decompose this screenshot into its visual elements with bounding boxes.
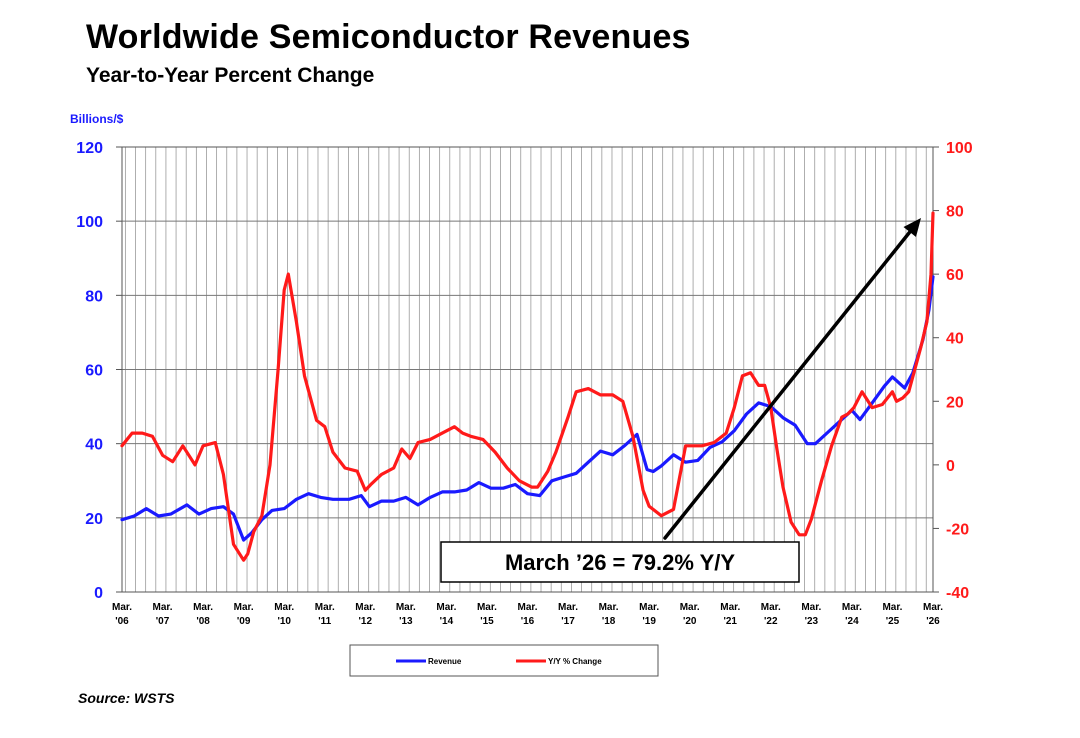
x-tick-month: Mar. [517, 602, 537, 613]
left-tick-label: 0 [94, 585, 103, 602]
right-tick-label: 80 [946, 204, 964, 221]
x-tick-year: '19 [642, 616, 656, 627]
x-tick-year: '26 [926, 616, 940, 627]
left-tick-label: 40 [85, 437, 103, 454]
x-tick-month: Mar. [639, 602, 659, 613]
arrow-shaft [663, 226, 915, 540]
x-tick-month: Mar. [234, 602, 254, 613]
x-tick-month: Mar. [274, 602, 294, 613]
chart-title: Worldwide Semiconductor Revenues [86, 18, 691, 56]
x-tick-year: '16 [521, 616, 535, 627]
right-tick-label: 0 [946, 458, 955, 475]
chart-subtitle: Year-to-Year Percent Change [86, 64, 375, 87]
right-tick-label: 60 [946, 267, 964, 284]
left-tick-label: 60 [85, 363, 103, 380]
x-tick-year: '25 [886, 616, 900, 627]
right-axis-ticks: 100 80 60 40 20 0 -20 -40 [933, 140, 973, 602]
x-tick-month: Mar. [599, 602, 619, 613]
x-tick-year: '23 [805, 616, 819, 627]
x-tick-month: Mar. [396, 602, 416, 613]
x-tick-month: Mar. [761, 602, 781, 613]
x-tick-year: '09 [237, 616, 251, 627]
x-tick-year: '14 [440, 616, 454, 627]
left-tick-label: 80 [85, 288, 103, 305]
x-tick-year: '20 [683, 616, 697, 627]
series-lines [120, 211, 935, 562]
callout-box: March ’26 = 79.2% Y/Y [440, 541, 800, 583]
x-axis-ticks: Mar. '06 Mar. '07 Mar. '08 Mar. '09 Mar. '10 Mar. '… [112, 602, 943, 627]
right-tick-label: 40 [946, 331, 964, 348]
x-tick-year: '15 [480, 616, 494, 627]
arrow-head [903, 218, 921, 238]
left-tick-label: 120 [76, 140, 103, 157]
grid [121, 146, 934, 593]
x-tick-month: Mar. [680, 602, 700, 613]
x-tick-year: '11 [318, 616, 331, 627]
trend-arrow [663, 218, 921, 540]
left-tick-label: 20 [85, 511, 103, 528]
x-tick-year: '21 [723, 616, 737, 627]
x-tick-year: '24 [845, 616, 859, 627]
x-tick-year: '12 [359, 616, 373, 627]
x-tick-year: '07 [156, 616, 170, 627]
legend-label-yy: Y/Y % Change [548, 657, 602, 666]
x-tick-month: Mar. [558, 602, 578, 613]
right-tick-label: -20 [946, 521, 969, 538]
x-tick-month: Mar. [842, 602, 862, 613]
right-tick-label: 20 [946, 394, 964, 411]
left-axis-ticks: 120 100 80 60 40 20 0 [76, 140, 122, 602]
right-tick-label: 100 [946, 140, 973, 157]
series-line-yy-change [120, 211, 935, 562]
x-tick-month: Mar. [315, 602, 335, 613]
x-tick-month: Mar. [355, 602, 375, 613]
x-tick-month: Mar. [477, 602, 497, 613]
left-axis-label: Billions/$ [70, 112, 124, 126]
x-tick-year: '22 [764, 616, 778, 627]
x-tick-month: Mar. [923, 602, 943, 613]
x-tick-year: '17 [561, 616, 575, 627]
x-tick-year: '18 [602, 616, 616, 627]
x-tick-year: '06 [115, 616, 129, 627]
callout-text: March ’26 = 79.2% Y/Y [505, 550, 735, 575]
legend: Revenue Y/Y % Change [349, 644, 659, 677]
left-tick-label: 100 [76, 214, 103, 231]
x-tick-month: Mar. [112, 602, 132, 613]
x-tick-month: Mar. [153, 602, 173, 613]
x-tick-year: '08 [196, 616, 210, 627]
x-tick-year: '13 [399, 616, 413, 627]
x-tick-year: '10 [277, 616, 291, 627]
x-tick-month: Mar. [801, 602, 821, 613]
source-note: Source: WSTS [78, 690, 175, 706]
legend-label-revenue: Revenue [428, 657, 462, 666]
x-tick-month: Mar. [193, 602, 213, 613]
callout-frame [440, 541, 800, 583]
x-tick-month: Mar. [436, 602, 456, 613]
x-tick-month: Mar. [720, 602, 740, 613]
series-line-revenue [120, 275, 935, 542]
right-tick-label: -40 [946, 585, 969, 602]
x-tick-month: Mar. [882, 602, 902, 613]
